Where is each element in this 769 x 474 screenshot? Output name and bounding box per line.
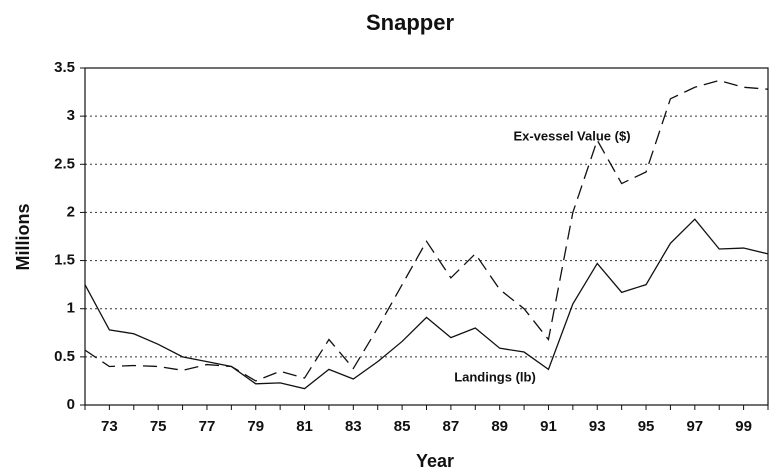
x-tick-label: 87 — [443, 418, 460, 435]
x-tick-label: 93 — [589, 418, 606, 435]
annotation: Ex-vessel Value ($) — [513, 128, 630, 143]
series-line — [84, 79, 769, 382]
y-tick-label: 1.5 — [54, 252, 75, 269]
x-tick-label: 85 — [394, 418, 411, 435]
x-tick-label: 73 — [101, 418, 118, 435]
x-axis-title: Year — [416, 451, 454, 471]
plot-frame — [84, 67, 769, 406]
y-tick-label: 0.5 — [54, 348, 75, 365]
y-axis-title: Millions — [13, 204, 33, 271]
x-tick-label: 79 — [247, 418, 264, 435]
y-tick-label: 2 — [67, 203, 75, 220]
x-tick-label: 89 — [491, 418, 508, 435]
series-line — [84, 218, 769, 390]
x-tick-label: 97 — [686, 418, 703, 435]
chart-title: Snapper — [366, 10, 454, 35]
x-tick-label: 95 — [638, 418, 655, 435]
x-tick-label: 99 — [735, 418, 752, 435]
x-tick-label: 81 — [296, 418, 313, 435]
x-tick-label: 83 — [345, 418, 362, 435]
y-tick-label: 3 — [67, 107, 75, 124]
y-tick-label: 3.5 — [54, 59, 75, 76]
annotation: Landings (lb) — [454, 369, 536, 384]
x-tick-label: 75 — [150, 418, 167, 435]
x-tick-label: 91 — [540, 418, 557, 435]
y-tick-label: 2.5 — [54, 155, 75, 172]
y-tick-label: 0 — [67, 396, 75, 413]
y-tick-label: 1 — [67, 300, 75, 317]
x-tick-label: 77 — [199, 418, 216, 435]
